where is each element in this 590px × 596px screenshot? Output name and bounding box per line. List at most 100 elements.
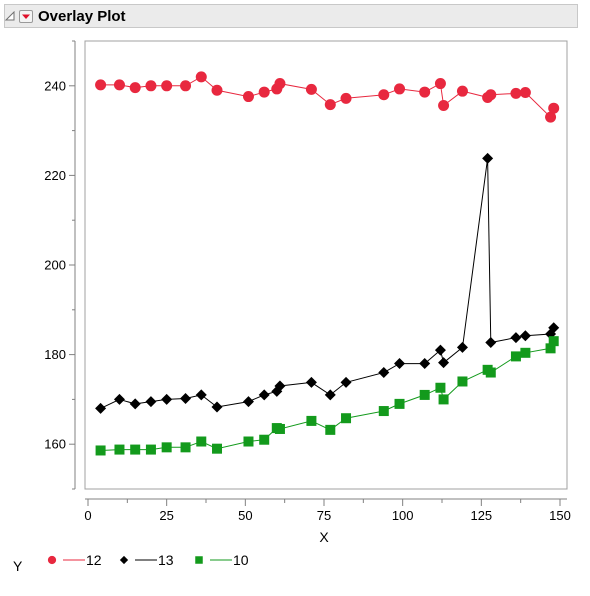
legend-label: 13 xyxy=(158,552,174,568)
legend-label: 12 xyxy=(86,552,102,568)
legend-marker xyxy=(47,555,57,565)
data-point-10 xyxy=(161,442,172,453)
data-point-13 xyxy=(324,389,336,401)
data-point-10 xyxy=(325,424,336,435)
legend-item-10: 10 xyxy=(195,552,249,568)
data-point-10 xyxy=(341,413,352,424)
series-12 xyxy=(95,71,560,123)
legend-marker xyxy=(119,555,129,565)
x-tick-label: 25 xyxy=(159,508,173,523)
data-point-10 xyxy=(457,376,468,387)
data-point-12 xyxy=(519,87,531,99)
y-tick-label: 160 xyxy=(44,437,66,452)
data-point-12 xyxy=(548,102,560,114)
data-point-13 xyxy=(242,396,254,408)
data-point-13 xyxy=(161,393,173,405)
data-point-10 xyxy=(306,415,317,426)
data-point-13 xyxy=(456,341,468,353)
data-point-13 xyxy=(394,358,406,370)
y-tick-label: 240 xyxy=(44,78,66,93)
data-point-10 xyxy=(419,389,430,400)
data-point-13 xyxy=(129,398,141,410)
data-point-10 xyxy=(196,436,207,447)
data-point-13 xyxy=(438,357,450,369)
data-point-13 xyxy=(145,396,157,408)
data-point-13 xyxy=(519,330,531,342)
data-point-12 xyxy=(510,87,522,99)
data-point-12 xyxy=(434,78,446,90)
data-point-10 xyxy=(520,347,531,358)
series-layer xyxy=(95,71,560,456)
plot-frame xyxy=(84,40,568,490)
y-tick-label: 220 xyxy=(44,168,66,183)
data-point-10 xyxy=(548,336,559,347)
data-point-10 xyxy=(274,423,285,434)
data-point-12 xyxy=(419,86,431,98)
data-point-12 xyxy=(258,86,270,98)
x-axis-title: X xyxy=(319,529,329,545)
data-point-12 xyxy=(113,79,125,91)
x-tick-label: 150 xyxy=(549,508,571,523)
data-point-10 xyxy=(485,367,496,378)
x-tick-label: 0 xyxy=(84,508,91,523)
data-point-12 xyxy=(129,82,141,94)
legend-item-12: 12 xyxy=(47,552,102,568)
data-point-10 xyxy=(378,406,389,417)
data-point-12 xyxy=(180,80,192,92)
data-point-12 xyxy=(340,92,352,104)
axes: 160 180 200 220 240 0 25 50 75 100 125 150 xyxy=(44,40,571,523)
data-point-12 xyxy=(394,83,406,95)
x-tick-label: 50 xyxy=(238,508,252,523)
data-point-12 xyxy=(274,78,286,90)
data-point-13 xyxy=(305,376,317,388)
data-point-10 xyxy=(438,394,449,405)
data-point-12 xyxy=(324,99,336,111)
data-point-12 xyxy=(305,83,317,95)
x-tick-label: 75 xyxy=(317,508,331,523)
data-point-13 xyxy=(419,358,431,370)
data-point-10 xyxy=(545,343,556,354)
data-point-10 xyxy=(435,382,446,393)
series-13 xyxy=(95,152,560,414)
legend-marker xyxy=(195,556,203,564)
data-point-12 xyxy=(211,84,223,96)
data-point-12 xyxy=(545,111,557,123)
data-point-10 xyxy=(510,351,521,362)
disclosure-triangle-icon[interactable] xyxy=(5,11,15,21)
data-point-12 xyxy=(145,80,157,92)
data-point-13 xyxy=(113,393,125,405)
outline-header: Overlay Plot xyxy=(4,4,578,28)
data-point-13 xyxy=(95,402,107,414)
data-point-12 xyxy=(456,85,468,97)
data-point-13 xyxy=(510,332,522,344)
data-point-12 xyxy=(378,89,390,101)
data-point-13 xyxy=(548,322,560,334)
data-point-10 xyxy=(212,443,223,454)
y-tick-label: 180 xyxy=(44,347,66,362)
data-point-13 xyxy=(180,393,192,405)
data-point-13 xyxy=(195,389,207,401)
data-point-13 xyxy=(434,344,446,356)
legend-label: 10 xyxy=(233,552,249,568)
data-point-10 xyxy=(145,444,156,455)
data-point-10 xyxy=(130,444,141,455)
y-tick-label: 200 xyxy=(44,258,66,273)
data-point-10 xyxy=(259,434,270,445)
data-point-12 xyxy=(161,80,173,92)
page-title: Overlay Plot xyxy=(38,8,126,25)
data-point-13 xyxy=(482,152,494,164)
x-tick-label: 100 xyxy=(392,508,414,523)
red-triangle-menu-icon[interactable] xyxy=(19,10,33,23)
data-point-13 xyxy=(485,337,497,349)
legend-item-13: 13 xyxy=(119,552,174,568)
data-point-12 xyxy=(95,79,107,91)
data-point-13 xyxy=(274,380,286,392)
data-point-13 xyxy=(378,367,390,379)
legend-prefix: Y xyxy=(13,558,23,574)
data-point-10 xyxy=(180,442,191,453)
data-point-10 xyxy=(243,436,254,447)
data-point-12 xyxy=(195,71,207,83)
legend: 12 13 10 xyxy=(47,552,249,568)
data-point-10 xyxy=(394,398,405,409)
